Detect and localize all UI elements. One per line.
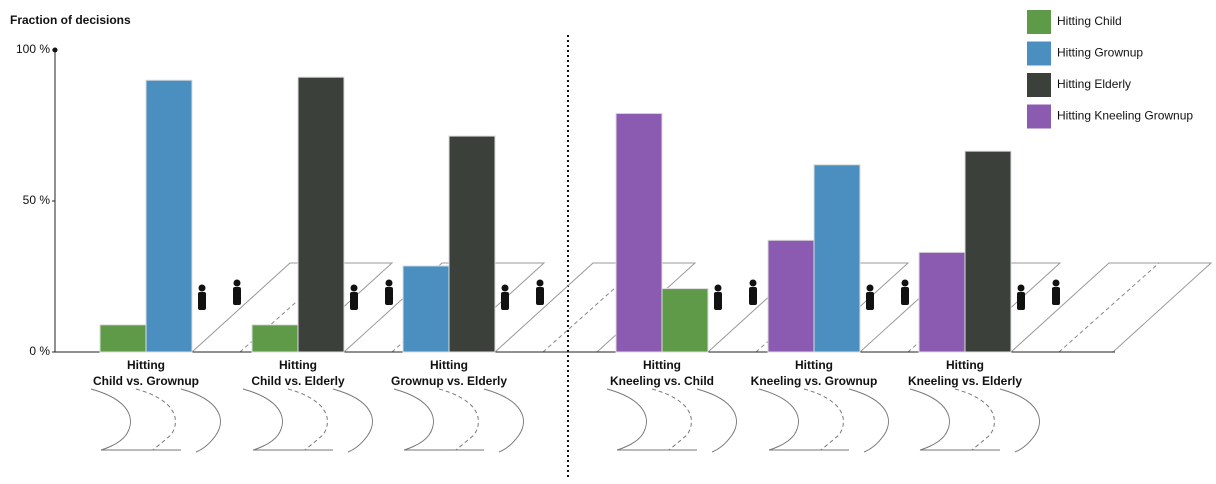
bar: [918, 251, 966, 353]
icon: [198, 292, 206, 310]
road-dash: [542, 262, 644, 353]
x-tick-label: Hitting: [127, 358, 165, 372]
bar: [145, 79, 193, 353]
icon: [198, 284, 206, 292]
icon: [901, 279, 909, 287]
road-curve: [242, 388, 333, 451]
legend-swatch: [1027, 104, 1051, 129]
icon: [501, 284, 509, 292]
y-axis-title: Fraction of decisions: [10, 13, 131, 27]
icon: [1052, 279, 1060, 287]
icon: [1017, 292, 1025, 310]
bar: [99, 324, 147, 353]
x-tick-label: Kneeling vs. Grownup: [751, 374, 878, 388]
x-tick-label: Hitting: [946, 358, 984, 372]
legend-swatch: [1027, 41, 1051, 66]
icon: [749, 287, 757, 305]
icon: [501, 292, 509, 310]
road-curve: [606, 388, 697, 451]
x-tick-label: Kneeling vs. Elderly: [908, 374, 1022, 388]
road-curve: [483, 388, 524, 453]
icon: [1017, 284, 1025, 292]
bar: [297, 76, 345, 353]
icon: [536, 287, 544, 305]
x-tick-label: Child vs. Grownup: [93, 374, 199, 388]
bar: [964, 150, 1012, 353]
icon: [385, 279, 393, 287]
road-curve: [332, 388, 373, 453]
road-curve: [180, 388, 221, 453]
road-curve: [696, 388, 737, 453]
icon: [536, 279, 544, 287]
y-tick-label: 50 %: [23, 193, 51, 207]
icon: [350, 292, 358, 310]
bar: [661, 288, 709, 353]
legend-label: Hitting Child: [1057, 14, 1122, 28]
road-curve: [90, 388, 181, 451]
road-curve: [287, 388, 328, 451]
icon: [866, 284, 874, 292]
icon: [901, 287, 909, 305]
icon: [866, 292, 874, 310]
road-dash: [1058, 262, 1160, 353]
road-curve: [438, 388, 479, 451]
icon: [233, 279, 241, 287]
x-tick-label: Hitting: [643, 358, 681, 372]
x-tick-label: Child vs. Elderly: [251, 374, 345, 388]
x-tick-label: Hitting: [430, 358, 468, 372]
icon: [714, 292, 722, 310]
legend-swatch: [1027, 73, 1051, 97]
x-tick-label: Hitting: [795, 358, 833, 372]
legend-label: Hitting Grownup: [1057, 46, 1143, 60]
road-curve: [999, 388, 1040, 453]
legend-swatch: [1027, 10, 1051, 34]
road-curve: [758, 388, 849, 451]
legend-label: Hitting Elderly: [1057, 77, 1131, 91]
icon: [350, 284, 358, 292]
x-tick-label: Hitting: [279, 358, 317, 372]
road-curve: [909, 388, 1000, 451]
x-tick-label: Kneeling vs. Child: [610, 374, 714, 388]
road-curve: [135, 388, 176, 451]
y-tick-label: 0 %: [29, 344, 50, 358]
bar: [767, 239, 815, 353]
road-curve: [393, 388, 484, 451]
icon: [385, 287, 393, 305]
bar: [251, 324, 299, 353]
road-curve: [803, 388, 844, 451]
x-tick-label: Grownup vs. Elderly: [391, 374, 507, 388]
legend-label: Hitting Kneeling Grownup: [1057, 109, 1193, 123]
icon: [714, 284, 722, 292]
road: [1009, 262, 1213, 353]
bar: [813, 164, 861, 353]
bar: [615, 112, 663, 353]
road-curve: [651, 388, 692, 451]
icon: [749, 279, 757, 287]
bar: [448, 135, 496, 353]
road-curve: [954, 388, 995, 451]
icon: [1052, 287, 1060, 305]
icon: [233, 287, 241, 305]
bar: [402, 265, 450, 353]
y-tick-label: 100 %: [16, 42, 50, 56]
road-curve: [848, 388, 889, 453]
